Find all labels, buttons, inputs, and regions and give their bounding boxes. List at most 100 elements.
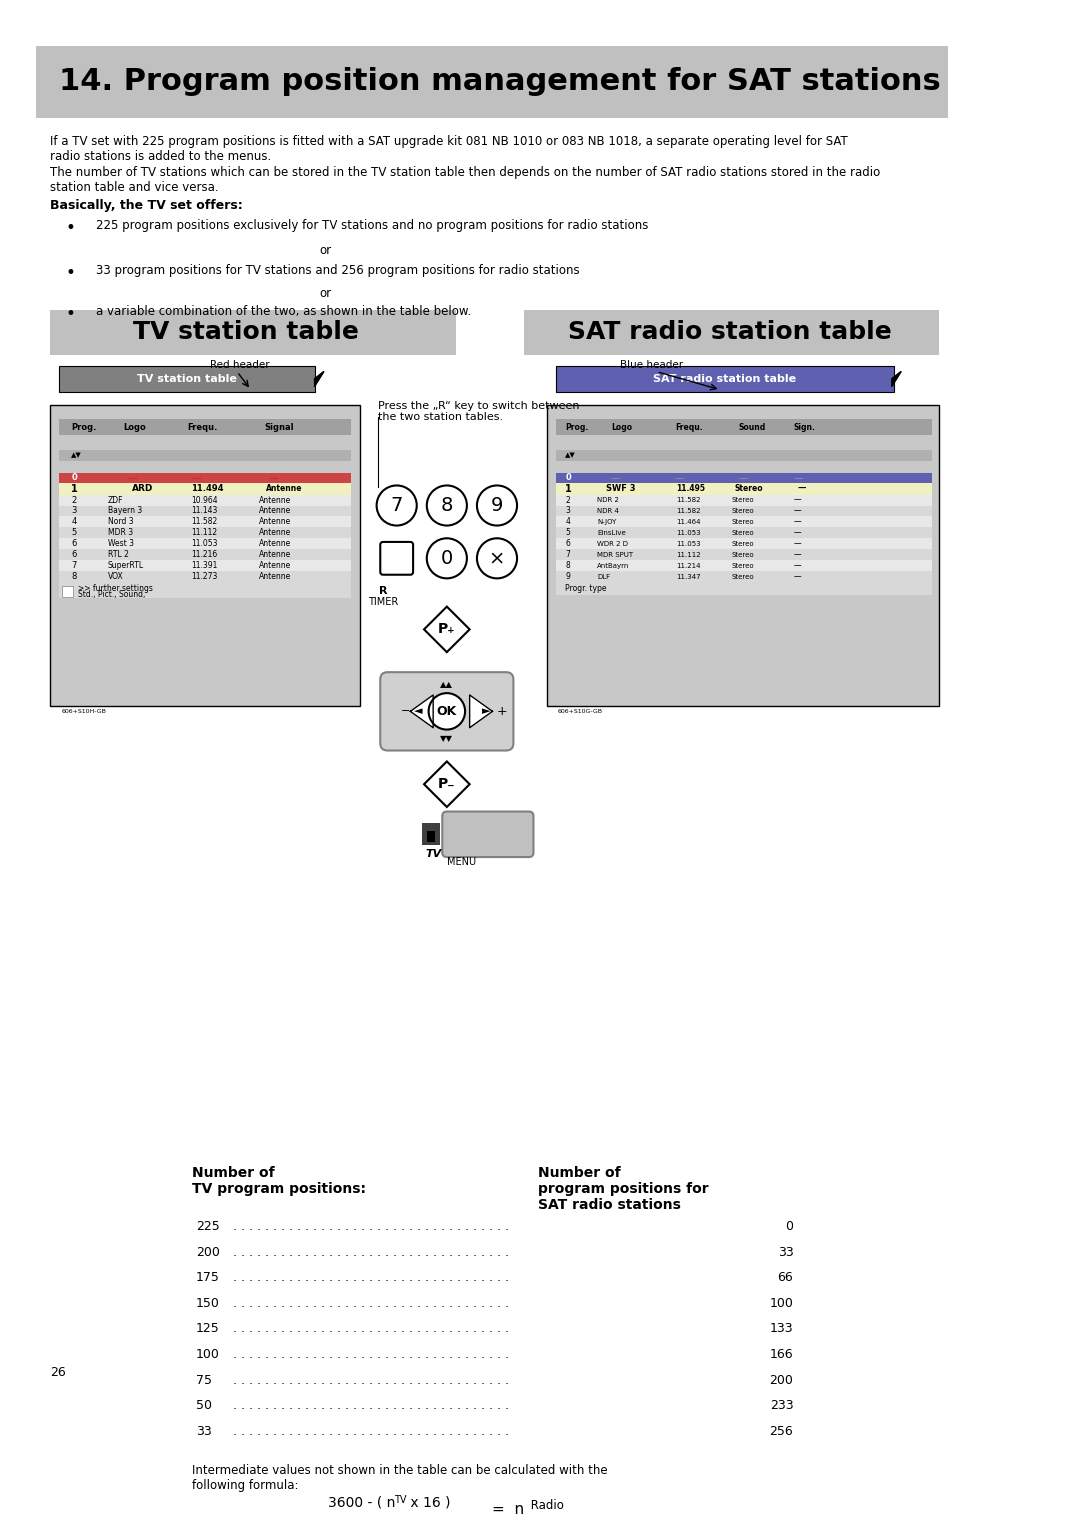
Text: NDR 4: NDR 4 bbox=[597, 507, 619, 513]
Text: Frequ.: Frequ. bbox=[675, 423, 702, 432]
Text: ARD: ARD bbox=[132, 484, 153, 494]
Text: West 3: West 3 bbox=[108, 539, 134, 549]
Text: . . . . . . . . . . . . . . . . . . . . . . . . . . . . . . . . . . .: . . . . . . . . . . . . . . . . . . . . … bbox=[232, 1374, 513, 1386]
Text: 11.464: 11.464 bbox=[677, 520, 701, 526]
Text: 11.216: 11.216 bbox=[191, 550, 218, 559]
Text: DLF: DLF bbox=[597, 573, 610, 579]
FancyBboxPatch shape bbox=[556, 495, 932, 506]
Text: •: • bbox=[66, 264, 76, 283]
FancyBboxPatch shape bbox=[59, 367, 314, 391]
Text: 2: 2 bbox=[71, 495, 77, 504]
FancyBboxPatch shape bbox=[380, 542, 414, 575]
FancyBboxPatch shape bbox=[548, 405, 940, 706]
Text: 225 program positions exclusively for TV stations and no program positions for r: 225 program positions exclusively for TV… bbox=[96, 219, 648, 232]
Text: Sound: Sound bbox=[739, 423, 766, 432]
Text: Antenne: Antenne bbox=[259, 529, 292, 538]
Text: 3: 3 bbox=[566, 506, 570, 515]
Text: —: — bbox=[794, 571, 801, 581]
Text: . . . . . . . . . . . . . . . . . . . . . . . . . . . . . . . . . . .: . . . . . . . . . . . . . . . . . . . . … bbox=[232, 1245, 513, 1259]
Text: 8: 8 bbox=[441, 497, 453, 515]
FancyBboxPatch shape bbox=[59, 582, 351, 599]
Text: . . . . . . . . . . . . . . . . . . . . . . . . . . . . . . . . . . .: . . . . . . . . . . . . . . . . . . . . … bbox=[232, 1424, 513, 1438]
Polygon shape bbox=[424, 761, 470, 807]
Circle shape bbox=[377, 486, 417, 526]
Text: or: or bbox=[320, 244, 332, 257]
FancyBboxPatch shape bbox=[556, 449, 932, 461]
Text: 11.053: 11.053 bbox=[677, 530, 701, 536]
Text: ▲▼: ▲▼ bbox=[566, 452, 576, 458]
Text: +: + bbox=[496, 704, 507, 718]
Text: Stereo: Stereo bbox=[731, 520, 754, 526]
Text: 10.964: 10.964 bbox=[191, 495, 218, 504]
Text: —: — bbox=[269, 472, 279, 483]
Text: 11.582: 11.582 bbox=[191, 518, 218, 526]
Text: 606+S10H-GB: 606+S10H-GB bbox=[62, 709, 107, 714]
Polygon shape bbox=[892, 371, 901, 387]
Text: 11.053: 11.053 bbox=[677, 541, 701, 547]
Text: 0: 0 bbox=[71, 474, 77, 483]
Text: ZDF: ZDF bbox=[108, 495, 123, 504]
Text: —: — bbox=[610, 472, 620, 483]
Text: 166: 166 bbox=[770, 1348, 794, 1361]
FancyBboxPatch shape bbox=[59, 495, 351, 506]
Text: P₊: P₊ bbox=[438, 622, 456, 636]
FancyBboxPatch shape bbox=[59, 449, 351, 461]
FancyBboxPatch shape bbox=[556, 561, 932, 571]
FancyBboxPatch shape bbox=[556, 472, 932, 483]
Text: =  n: = n bbox=[492, 1502, 525, 1516]
Text: SuperRTL: SuperRTL bbox=[108, 561, 144, 570]
Text: 0: 0 bbox=[785, 1221, 794, 1233]
Text: Stereo: Stereo bbox=[731, 562, 754, 568]
Text: or: or bbox=[320, 287, 332, 299]
Text: 7: 7 bbox=[566, 550, 570, 559]
Circle shape bbox=[427, 486, 467, 526]
Text: 11.143: 11.143 bbox=[191, 506, 218, 515]
FancyBboxPatch shape bbox=[556, 571, 932, 582]
Polygon shape bbox=[424, 607, 470, 652]
Text: Red header: Red header bbox=[210, 359, 269, 370]
Text: OK: OK bbox=[436, 704, 457, 718]
FancyBboxPatch shape bbox=[59, 549, 351, 561]
Text: Antenne: Antenne bbox=[259, 550, 292, 559]
Text: TIMER: TIMER bbox=[368, 596, 399, 607]
FancyBboxPatch shape bbox=[37, 46, 948, 118]
Text: 75: 75 bbox=[197, 1374, 212, 1386]
Text: —: — bbox=[794, 550, 801, 559]
Text: TV station table: TV station table bbox=[137, 374, 237, 384]
FancyBboxPatch shape bbox=[59, 419, 351, 435]
Text: —: — bbox=[794, 561, 801, 570]
Text: Blue header: Blue header bbox=[620, 359, 684, 370]
Text: ►: ► bbox=[482, 706, 490, 717]
Text: 200: 200 bbox=[197, 1245, 220, 1259]
Text: x 16 ): x 16 ) bbox=[406, 1496, 450, 1510]
Text: Radio: Radio bbox=[527, 1499, 564, 1511]
Text: 0: 0 bbox=[566, 474, 571, 483]
Text: Prog.: Prog. bbox=[566, 423, 589, 432]
Text: Stereo: Stereo bbox=[731, 507, 754, 513]
Text: ⨯: ⨯ bbox=[489, 549, 505, 568]
Text: Stereo: Stereo bbox=[734, 484, 762, 494]
Text: —: — bbox=[794, 518, 801, 526]
Text: 33: 33 bbox=[197, 1424, 212, 1438]
FancyBboxPatch shape bbox=[59, 472, 351, 483]
Text: —: — bbox=[675, 472, 685, 483]
FancyBboxPatch shape bbox=[556, 549, 932, 561]
Text: −: − bbox=[401, 706, 410, 717]
Text: Number of
TV program positions:: Number of TV program positions: bbox=[191, 1166, 365, 1196]
Text: 4: 4 bbox=[566, 518, 570, 526]
Circle shape bbox=[429, 694, 465, 729]
FancyBboxPatch shape bbox=[59, 538, 351, 549]
Text: Progr. type: Progr. type bbox=[566, 584, 607, 593]
Text: VOX: VOX bbox=[108, 571, 123, 581]
Text: •: • bbox=[66, 219, 76, 237]
Text: . . . . . . . . . . . . . . . . . . . . . . . . . . . . . . . . . . .: . . . . . . . . . . . . . . . . . . . . … bbox=[232, 1271, 513, 1285]
FancyBboxPatch shape bbox=[50, 405, 361, 706]
FancyBboxPatch shape bbox=[556, 483, 932, 495]
Text: 1: 1 bbox=[566, 484, 572, 494]
Text: Nord 3: Nord 3 bbox=[108, 518, 133, 526]
Text: 11.347: 11.347 bbox=[677, 573, 701, 579]
Text: 6: 6 bbox=[566, 539, 570, 549]
Circle shape bbox=[477, 538, 517, 579]
Text: —: — bbox=[794, 539, 801, 549]
Text: 2: 2 bbox=[566, 495, 570, 504]
